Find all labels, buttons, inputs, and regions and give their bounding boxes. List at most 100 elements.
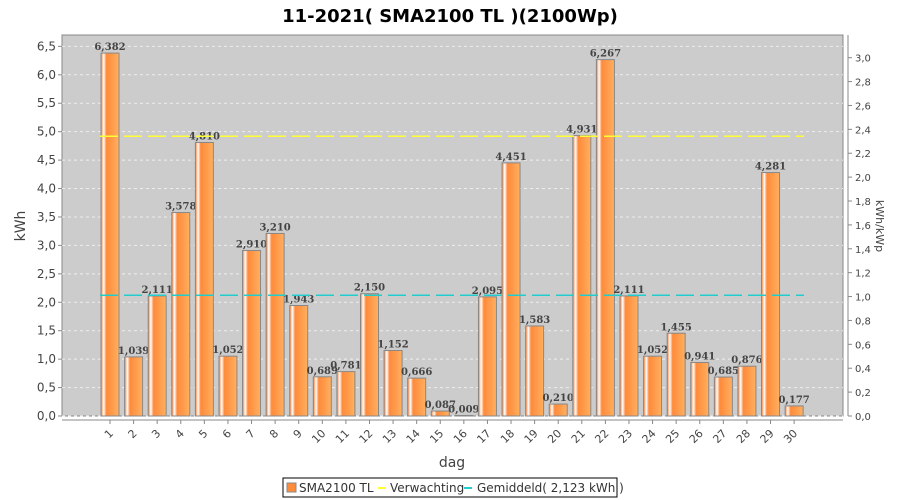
bar — [242, 250, 262, 417]
x-tick-label: 29 — [758, 427, 777, 446]
data-label: 6,267 — [590, 49, 621, 60]
x-tick-label: 6 — [220, 427, 234, 441]
bar — [218, 355, 238, 417]
bar — [124, 356, 144, 417]
data-label: 2,150 — [354, 283, 385, 294]
data-label: 3,210 — [259, 222, 290, 233]
y-tick-label: 6,0 — [37, 68, 56, 82]
data-label: 0,876 — [731, 355, 762, 366]
y-tick-label: 1,0 — [37, 352, 56, 366]
legend-swatch-bars — [286, 482, 297, 493]
x-tick-label: 22 — [592, 427, 611, 446]
x-tick-label: 18 — [498, 427, 517, 446]
x-tick-label: 4 — [173, 427, 187, 441]
data-label: 0,689 — [307, 366, 338, 377]
bar — [194, 141, 214, 417]
y-tick-label: 4,5 — [37, 153, 56, 167]
x-tick-label: 27 — [710, 427, 729, 446]
y-tick-label: 0,0 — [37, 409, 56, 423]
bar — [171, 212, 191, 417]
y2-tick-label: 2,6 — [855, 101, 871, 112]
y2-axis-label: kWh/kWp — [873, 200, 886, 252]
x-tick-label: 7 — [244, 427, 258, 441]
x-tick-label: 10 — [309, 427, 328, 446]
x-tick-label: 11 — [333, 427, 352, 446]
data-label: 3,578 — [165, 202, 196, 213]
y2-tick-label: 0,0 — [855, 412, 871, 423]
data-label: 1,455 — [660, 322, 691, 333]
x-tick-label: 19 — [522, 427, 541, 446]
x-tick-label: 5 — [196, 427, 210, 441]
bar — [407, 377, 427, 417]
plot-area — [61, 34, 844, 417]
x-tick-label: 24 — [640, 427, 659, 446]
y2-tick-label: 3,0 — [855, 54, 871, 65]
y-tick-label: 6,5 — [37, 39, 56, 53]
x-tick-label: 25 — [663, 427, 682, 446]
bar — [690, 361, 710, 417]
bar — [643, 355, 663, 417]
bar — [336, 371, 356, 417]
bar — [666, 332, 686, 417]
y-tick-label: 0,5 — [37, 381, 56, 395]
y2-tick-label: 2,0 — [855, 173, 871, 184]
bar — [501, 162, 521, 417]
bar — [737, 365, 757, 417]
bar — [454, 414, 474, 417]
data-label: 1,152 — [377, 339, 408, 350]
data-label: 1,039 — [118, 346, 149, 357]
y2-tick-label: 1,0 — [855, 293, 871, 304]
x-tick-label: 20 — [545, 427, 564, 446]
x-tick-label: 30 — [781, 427, 800, 446]
data-label: 2,111 — [613, 285, 644, 296]
bar — [312, 376, 332, 417]
bar — [619, 295, 639, 417]
bar — [525, 325, 545, 417]
y2-tick-label: 0,8 — [855, 316, 871, 327]
data-label: 2,910 — [236, 240, 267, 251]
data-label: 1,583 — [519, 315, 550, 326]
bar — [100, 52, 120, 417]
y2-tick-label: 1,2 — [855, 269, 871, 280]
data-label: 4,281 — [755, 162, 786, 173]
data-label: 1,052 — [637, 345, 668, 356]
y-tick-label: 5,5 — [37, 96, 56, 110]
x-tick-label: 1 — [102, 427, 116, 441]
y2-tick-label: 0,4 — [855, 364, 871, 375]
bar — [784, 405, 804, 417]
y-tick-label: 5,0 — [37, 125, 56, 139]
bar — [548, 403, 568, 417]
data-label: 1,052 — [212, 345, 243, 356]
y2-tick-label: 0,6 — [855, 340, 871, 351]
data-label: 0,210 — [543, 393, 574, 404]
data-label: 4,810 — [189, 131, 220, 142]
x-tick-label: 2 — [126, 427, 140, 441]
data-label: 4,931 — [566, 125, 597, 136]
bar — [147, 295, 167, 417]
data-label: 1,943 — [283, 295, 314, 306]
legend: SMA2100 TL Verwachting Gemiddeld( 2,123 … — [282, 477, 624, 498]
data-label: 0,685 — [708, 366, 739, 377]
bar — [477, 296, 497, 417]
x-tick-label: 28 — [734, 427, 753, 446]
bar — [572, 135, 592, 417]
bar — [595, 59, 615, 417]
x-tick-label: 14 — [404, 427, 423, 446]
y2-tick-label: 2,2 — [855, 149, 871, 160]
data-label: 0,177 — [778, 395, 809, 406]
x-tick-label: 17 — [474, 427, 493, 446]
data-label: 0,009 — [448, 404, 479, 415]
data-label: 0,087 — [425, 400, 456, 411]
x-tick-label: 13 — [380, 427, 399, 446]
y2-tick-label: 0,2 — [855, 388, 871, 399]
y-tick-label: 2,5 — [37, 267, 56, 281]
data-label: 2,111 — [142, 285, 173, 296]
y-tick-label: 2,0 — [37, 295, 56, 309]
y2-tick-label: 1,4 — [855, 245, 871, 256]
x-tick-label: 15 — [427, 427, 446, 446]
y-tick-label: 4,0 — [37, 182, 56, 196]
chart-title: 11-2021( SMA2100 TL )(2100Wp) — [282, 6, 618, 27]
bar — [430, 410, 450, 417]
y2-tick-label: 1,6 — [855, 221, 871, 232]
